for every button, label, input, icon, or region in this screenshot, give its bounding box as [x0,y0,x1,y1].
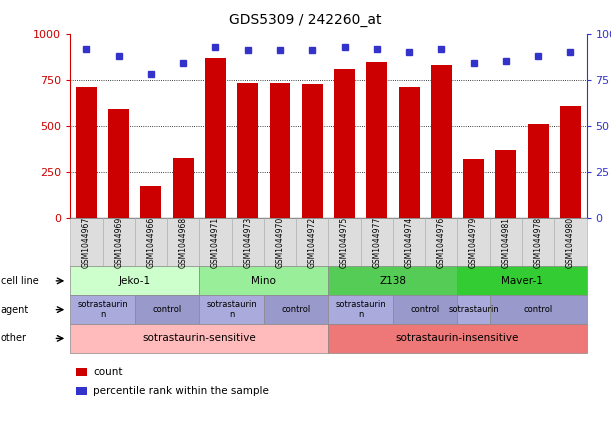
Text: GSM1044975: GSM1044975 [340,217,349,268]
Text: sotrastaurin: sotrastaurin [448,305,499,314]
Bar [205,58,226,218]
Text: sotrastaurin-sensitive: sotrastaurin-sensitive [142,333,256,343]
Text: sotrastaurin
n: sotrastaurin n [77,300,128,319]
Bar [431,65,452,218]
Text: GSM1044974: GSM1044974 [404,217,414,268]
Bar [173,158,194,218]
Bar [302,83,323,218]
Bar [367,62,387,218]
Text: agent: agent [1,305,29,315]
Text: Mino: Mino [252,276,276,286]
Text: sotrastaurin
n: sotrastaurin n [335,300,386,319]
Text: GSM1044971: GSM1044971 [211,217,220,268]
Text: GSM1044979: GSM1044979 [469,217,478,268]
Text: other: other [1,333,27,343]
Bar [528,124,549,218]
Text: GSM1044973: GSM1044973 [243,217,252,268]
Text: GSM1044968: GSM1044968 [178,217,188,268]
Text: GDS5309 / 242260_at: GDS5309 / 242260_at [229,13,382,27]
Text: GSM1044970: GSM1044970 [276,217,285,268]
Text: GSM1044967: GSM1044967 [82,217,91,268]
Text: count: count [93,367,123,377]
Text: GSM1044966: GSM1044966 [147,217,155,268]
Text: sotrastaurin-insensitive: sotrastaurin-insensitive [396,333,519,343]
Text: GSM1044978: GSM1044978 [533,217,543,268]
Bar [398,87,420,218]
Bar [76,87,97,218]
Bar [463,159,484,218]
Text: GSM1044972: GSM1044972 [308,217,316,268]
Text: GSM1044977: GSM1044977 [372,217,381,268]
Bar [560,106,581,218]
Bar [269,82,290,218]
Text: control: control [153,305,181,314]
Bar [141,186,161,218]
Text: control: control [282,305,311,314]
Text: control: control [524,305,553,314]
Text: GSM1044969: GSM1044969 [114,217,123,268]
Text: sotrastaurin
n: sotrastaurin n [207,300,257,319]
Bar [496,150,516,218]
Bar [237,82,258,218]
Text: GSM1044981: GSM1044981 [502,217,510,268]
Text: cell line: cell line [1,276,38,286]
Text: GSM1044976: GSM1044976 [437,217,446,268]
Text: Maver-1: Maver-1 [501,276,543,286]
Bar [108,109,129,218]
Text: percentile rank within the sample: percentile rank within the sample [93,386,269,396]
Text: GSM1044980: GSM1044980 [566,217,575,268]
Bar [334,69,355,218]
Text: Jeko-1: Jeko-1 [119,276,151,286]
Text: control: control [411,305,440,314]
Text: Z138: Z138 [379,276,406,286]
